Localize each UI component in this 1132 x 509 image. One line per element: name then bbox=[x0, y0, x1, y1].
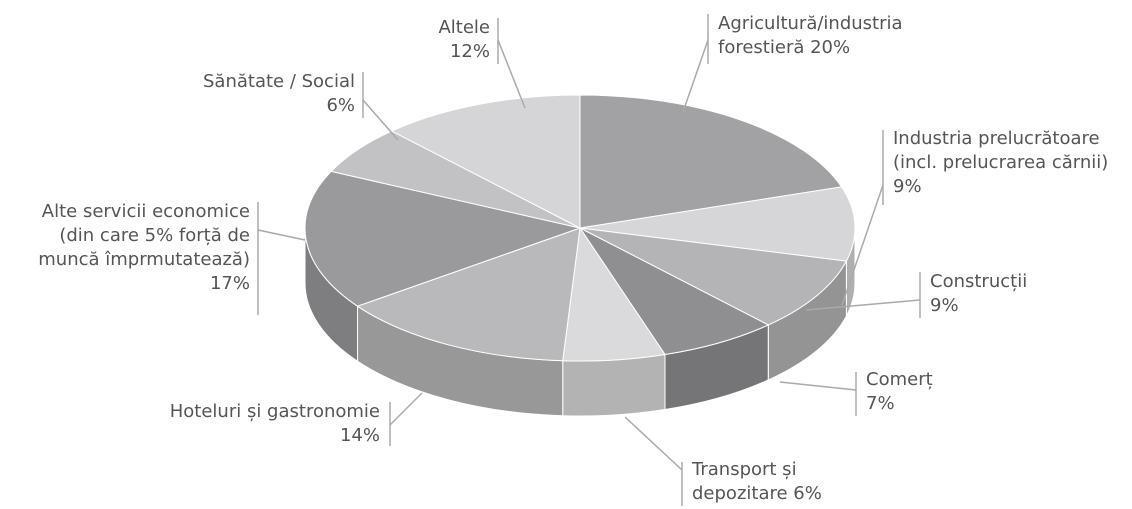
slice-label: Hoteluri și gastronomie 14% bbox=[130, 400, 380, 448]
value-label: 14% bbox=[339, 425, 380, 446]
slice-label: Transport și depozitare 6% bbox=[692, 458, 852, 506]
value-label: 12% bbox=[449, 41, 490, 62]
value-label: 9% bbox=[930, 295, 959, 316]
leader-line bbox=[362, 99, 399, 141]
category-label: Comerț bbox=[866, 369, 933, 390]
leader-line bbox=[779, 381, 857, 391]
slice-label: Agricultură/industria forestieră 20% bbox=[718, 12, 968, 60]
slice-side bbox=[562, 353, 666, 417]
value-label: 20% bbox=[810, 37, 851, 58]
category-label: Transport și depozitare bbox=[692, 459, 797, 504]
category-label: Hoteluri și gastronomie bbox=[169, 401, 380, 422]
value-label: 17% bbox=[209, 273, 250, 294]
slice-label: Alte servicii economice (din care 5% for… bbox=[5, 200, 250, 296]
category-label: Sănătate / Social bbox=[203, 71, 355, 92]
slice-label: Comerț 7% bbox=[866, 368, 966, 416]
category-label: Industria prelucrătoare (incl. prelucrar… bbox=[893, 128, 1109, 173]
slice bbox=[579, 186, 856, 262]
value-label: 7% bbox=[866, 393, 895, 414]
leader-line bbox=[497, 39, 526, 109]
slice bbox=[356, 227, 581, 362]
slice-label: Industria prelucrătoare (incl. prelucrar… bbox=[893, 127, 1132, 199]
value-label: 9% bbox=[893, 176, 922, 197]
slice bbox=[579, 227, 848, 326]
slice-label: Sănătate / Social 6% bbox=[150, 70, 355, 118]
category-label: Alte servicii economice (din care 5% for… bbox=[38, 201, 250, 270]
slice-label: Altele 12% bbox=[380, 16, 490, 64]
leader-line bbox=[389, 392, 423, 426]
leader-line bbox=[682, 39, 709, 113]
slice bbox=[579, 227, 770, 356]
leader-line bbox=[624, 416, 683, 471]
value-label: 6% bbox=[793, 483, 822, 504]
category-label: Agricultură/industria forestieră bbox=[718, 13, 903, 58]
category-label: Construcții bbox=[930, 271, 1028, 292]
leader-line bbox=[841, 184, 884, 306]
slice-label: Construcții 9% bbox=[930, 270, 1050, 318]
leader-line bbox=[257, 229, 306, 241]
slice bbox=[579, 94, 843, 229]
leader-line bbox=[805, 299, 921, 311]
category-label: Altele bbox=[438, 17, 490, 38]
slice bbox=[390, 94, 581, 229]
slice bbox=[304, 170, 582, 307]
value-label: 6% bbox=[326, 95, 355, 116]
